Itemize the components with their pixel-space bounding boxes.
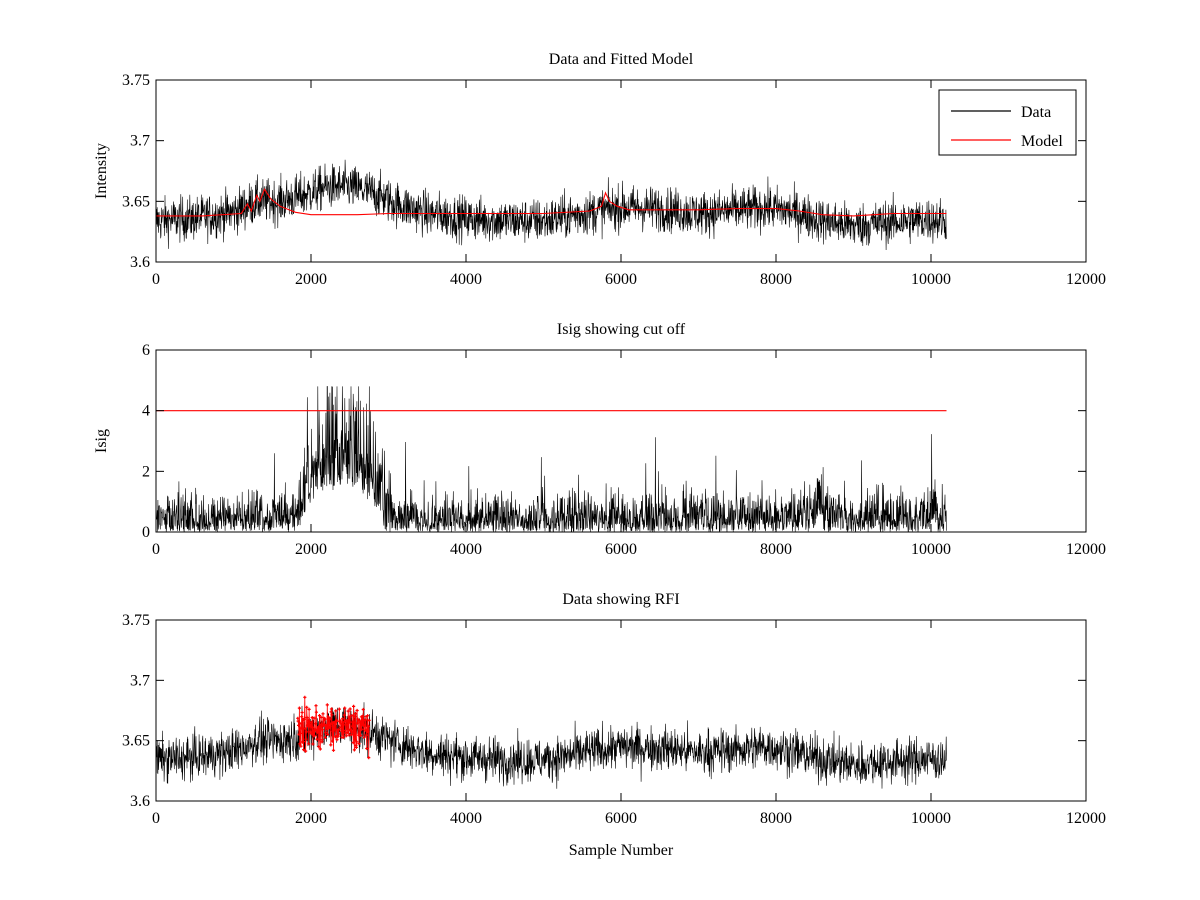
- panel-data-fitted-model: 0 2000 4000 6000 8000 10000 12000 3.6 3.65 3.7 3.7…: [93, 51, 1106, 288]
- x-tick-label: 10000: [911, 271, 951, 288]
- x-tick-label: 10000: [911, 541, 951, 558]
- chart-title: Data showing RFI: [562, 591, 679, 608]
- plot-area: [156, 80, 1086, 262]
- series-data-line: [156, 702, 947, 789]
- x-tick-label: 12000: [1066, 810, 1106, 827]
- series-rfi-markers: [296, 695, 371, 760]
- x-tick-label: 4000: [450, 541, 482, 558]
- x-tick-label: 0: [152, 271, 160, 288]
- x-tick-label: 10000: [911, 810, 951, 827]
- chart-title: Isig showing cut off: [557, 321, 686, 338]
- x-tick-label: 0: [152, 810, 160, 827]
- x-axis-label: Sample Number: [569, 842, 674, 859]
- series-data-line: [156, 159, 947, 251]
- plot-area: [156, 350, 1086, 532]
- series-model-line: [156, 187, 947, 217]
- legend-label: Data: [1021, 104, 1051, 121]
- chart-title: Data and Fitted Model: [549, 51, 694, 68]
- y-tick-label: 3.7: [130, 133, 150, 150]
- y-tick-label: 3.7: [130, 672, 150, 689]
- x-tick-label: 6000: [605, 271, 637, 288]
- x-tick-label: 2000: [295, 271, 327, 288]
- y-tick-label: 3.65: [122, 733, 150, 750]
- y-tick-label: 2: [142, 463, 150, 480]
- x-tick-label: 2000: [295, 810, 327, 827]
- x-tick-label: 6000: [605, 541, 637, 558]
- legend-label: Model: [1021, 133, 1063, 150]
- x-tick-label: 8000: [760, 541, 792, 558]
- x-tick-label: 4000: [450, 271, 482, 288]
- plot-area: [156, 620, 1086, 801]
- y-tick-label: 3.75: [122, 72, 150, 89]
- panel-isig-cutoff: 0 2000 4000 6000 8000 10000 12000 0 2 4 6 Isig show…: [93, 321, 1106, 558]
- x-tick-label: 12000: [1066, 541, 1106, 558]
- y-axis-label: Isig: [93, 429, 110, 453]
- x-tick-label: 2000: [295, 541, 327, 558]
- y-tick-label: 3.6: [130, 254, 150, 271]
- panel-data-rfi: 0 2000 4000 6000 8000 10000 12000 3.6 3.65 3.7 3.7…: [122, 591, 1106, 827]
- y-tick-label: 3.6: [130, 793, 150, 810]
- x-tick-label: 6000: [605, 810, 637, 827]
- y-tick-label: 3.65: [122, 193, 150, 210]
- x-tick-label: 0: [152, 541, 160, 558]
- y-tick-label: 0: [142, 524, 150, 541]
- series-isig-line: [156, 386, 947, 532]
- legend: Data Model: [938, 89, 1077, 156]
- legend-box: [938, 89, 1077, 156]
- x-tick-label: 12000: [1066, 271, 1106, 288]
- y-axis-label: Intensity: [93, 143, 110, 199]
- x-tick-label: 4000: [450, 810, 482, 827]
- y-tick-label: 4: [142, 403, 150, 420]
- x-tick-label: 8000: [760, 271, 792, 288]
- x-tick-label: 8000: [760, 810, 792, 827]
- y-tick-label: 3.75: [122, 612, 150, 629]
- y-tick-label: 6: [142, 342, 150, 359]
